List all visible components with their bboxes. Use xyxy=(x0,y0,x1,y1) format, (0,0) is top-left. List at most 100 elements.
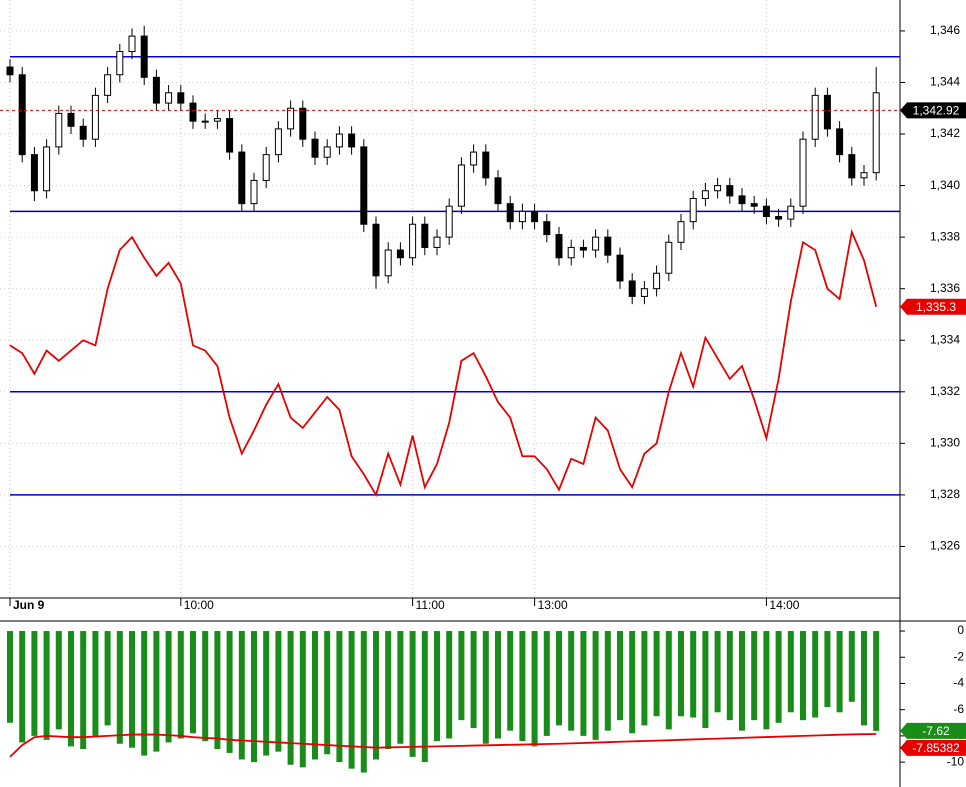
bar xyxy=(409,631,416,757)
y-tick-label: 1,330 xyxy=(930,436,960,450)
bar xyxy=(434,631,440,742)
bar xyxy=(385,631,392,749)
bar xyxy=(202,631,209,742)
bar xyxy=(397,631,404,744)
price-badge xyxy=(900,298,966,315)
y-tick-label: 1,328 xyxy=(930,487,960,501)
bar xyxy=(800,631,806,721)
candle-body xyxy=(335,133,343,148)
bar xyxy=(312,631,318,760)
candle-body xyxy=(18,74,26,156)
y-tick-label: -6 xyxy=(953,702,964,716)
bar xyxy=(287,631,294,765)
candle-body xyxy=(701,190,709,199)
bar xyxy=(763,631,770,730)
candle-body xyxy=(567,246,575,259)
candle-body xyxy=(79,125,87,140)
y-tick-label: 1,342 xyxy=(930,126,960,140)
bar xyxy=(775,631,782,723)
bar xyxy=(787,631,794,713)
bar xyxy=(751,631,758,721)
bar xyxy=(92,631,99,736)
x-tick-label: 14:00 xyxy=(769,598,799,612)
bar xyxy=(629,631,636,734)
candle-body xyxy=(43,146,51,192)
x-tick-label: 10:00 xyxy=(184,598,214,612)
candle-body xyxy=(360,146,368,225)
bar xyxy=(360,631,367,773)
candle-body xyxy=(640,288,648,297)
candle-body xyxy=(311,138,319,158)
candle-body xyxy=(677,221,685,243)
candle-body xyxy=(140,35,148,78)
line-series xyxy=(9,733,877,758)
candle-body xyxy=(872,92,880,174)
bar xyxy=(7,631,13,723)
candle-body xyxy=(287,107,295,130)
bar xyxy=(812,631,819,718)
candle-body xyxy=(592,236,600,251)
bar xyxy=(55,631,62,730)
bar xyxy=(165,631,172,743)
candle-body xyxy=(433,236,441,248)
candle-body xyxy=(165,92,173,104)
candle-body xyxy=(274,128,282,156)
price-badge-label: -7.62 xyxy=(922,724,950,738)
bar xyxy=(824,631,831,708)
candle-body xyxy=(152,76,160,104)
bar xyxy=(68,631,74,747)
candle-body xyxy=(201,120,209,123)
bar xyxy=(739,631,745,731)
bar xyxy=(348,631,355,769)
bar xyxy=(714,631,721,713)
y-tick-label: 1,340 xyxy=(930,178,960,192)
y-tick-label: 1,338 xyxy=(930,229,960,243)
candle-body xyxy=(177,92,185,104)
price-badge-label: 1,335.3 xyxy=(916,300,956,314)
bar xyxy=(43,631,50,740)
bar xyxy=(873,631,880,731)
bar xyxy=(238,631,245,760)
candle-body xyxy=(604,236,612,256)
candle-body xyxy=(775,216,783,220)
candle-body xyxy=(689,197,697,223)
bar xyxy=(324,631,331,755)
candle-body xyxy=(555,234,563,259)
bar xyxy=(275,631,282,752)
bar xyxy=(836,631,843,713)
y-tick-label: 1,334 xyxy=(930,332,960,346)
candle-body xyxy=(67,112,75,127)
candle-body xyxy=(409,223,417,259)
bar xyxy=(80,631,87,749)
bar xyxy=(263,631,270,756)
candle-body xyxy=(128,35,136,53)
candle-body xyxy=(653,272,661,290)
bar xyxy=(653,631,660,717)
bar xyxy=(31,631,38,736)
y-tick-label: 1,332 xyxy=(930,384,960,398)
y-tick-label: -2 xyxy=(953,649,964,663)
candle-body xyxy=(750,203,758,207)
candle-body xyxy=(299,107,307,140)
bar xyxy=(690,631,697,718)
price-badge xyxy=(900,102,966,119)
price-badge-label: 1,342.92 xyxy=(913,103,960,117)
bar xyxy=(446,631,453,739)
y-tick-label: 0 xyxy=(957,623,964,637)
candle-body xyxy=(811,94,819,140)
bar xyxy=(848,631,855,702)
candle-body xyxy=(494,177,502,205)
candle-body xyxy=(738,195,746,205)
y-tick-label: 1,344 xyxy=(930,75,960,89)
candle-body xyxy=(421,223,429,248)
candle-body xyxy=(445,205,453,238)
candle-body xyxy=(616,254,624,282)
x-tick-label: 13:00 xyxy=(538,598,568,612)
bar xyxy=(519,631,526,742)
bar xyxy=(104,631,111,726)
bar xyxy=(726,631,733,721)
candle-body xyxy=(91,94,99,140)
bar xyxy=(470,631,477,729)
candle-body xyxy=(104,74,112,96)
